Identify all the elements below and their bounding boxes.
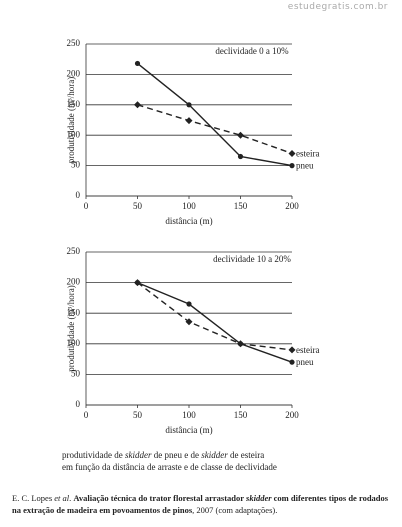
annotation-box <box>204 253 292 266</box>
charts: 0 50 100 150 200 250 0 50 100 150 200 distância (m)… <box>66 38 319 435</box>
y-tick-label: 250 <box>67 246 81 256</box>
y-tick-label: 200 <box>67 68 81 78</box>
point <box>134 60 141 67</box>
point <box>134 101 141 109</box>
y-tick-label: 200 <box>67 277 81 287</box>
y-tick-label: 150 <box>67 99 81 109</box>
series-line <box>137 282 293 351</box>
x-tick-label: 200 <box>285 410 299 420</box>
source: E. C. Lopes et al. Avaliação técnica do … <box>12 492 392 516</box>
point <box>185 117 193 125</box>
annotation-box <box>204 45 292 58</box>
caption-text: skidder <box>201 450 228 460</box>
y-tick-label: 100 <box>67 129 81 139</box>
y-tick-label: 50 <box>71 368 81 378</box>
point <box>186 301 192 307</box>
source-text: skidder <box>246 493 272 503</box>
x-tick-label: 0 <box>84 201 89 211</box>
y-tick-label: 100 <box>67 338 81 348</box>
annotation: declividade 10 a 20% <box>213 254 291 264</box>
series-label: esteira <box>296 149 319 159</box>
x-tick-label: 150 <box>234 410 248 420</box>
source-text: Avaliação técnica do trator florestal ar… <box>73 493 247 503</box>
x-axis-label: distância (m) <box>165 425 212 435</box>
caption-text: produtividade de <box>62 450 125 460</box>
y-tick-label: 0 <box>76 190 81 200</box>
watermark: estudegratis.com.br <box>287 2 388 12</box>
point <box>288 149 296 157</box>
series-label: pneu <box>296 161 314 171</box>
point <box>237 153 244 160</box>
y-axis-label: produtividade (m³/hora) <box>66 77 76 163</box>
source-text: . <box>69 493 74 503</box>
point <box>237 131 244 139</box>
x-tick-label: 100 <box>182 201 196 211</box>
x-tick-label: 0 <box>84 410 89 420</box>
source-text: et al <box>54 493 70 503</box>
y-tick-label: 150 <box>67 307 81 317</box>
x-tick-label: 200 <box>285 201 299 211</box>
point <box>289 163 295 169</box>
source-text: , 2007 (com adaptações). <box>192 505 278 515</box>
source-text: com diferentes tipos de rodados na extra… <box>12 493 389 515</box>
x-axis-label: distância (m) <box>165 216 212 226</box>
y-axis-label: produtividade (m³/hora) <box>66 285 76 371</box>
caption-text: de pneu e de <box>151 450 202 460</box>
point <box>186 102 192 108</box>
y-tick-label: 250 <box>67 38 81 48</box>
x-tick-label: 150 <box>234 201 248 211</box>
y-tick-label: 0 <box>76 399 81 409</box>
point <box>237 340 244 348</box>
point <box>134 279 141 287</box>
caption-text: em função da distância de arraste e de c… <box>62 462 277 472</box>
y-tick-label: 50 <box>71 160 81 170</box>
series-line <box>137 62 293 167</box>
point <box>289 359 295 365</box>
caption-text: skidder <box>124 450 152 460</box>
x-tick-label: 50 <box>133 201 143 211</box>
point <box>288 346 296 354</box>
series-label: pneu <box>296 357 314 367</box>
annotation: declividade 0 a 10% <box>215 46 289 56</box>
point <box>185 318 193 326</box>
x-tick-label: 100 <box>182 410 196 420</box>
caption-text: de esteira <box>227 450 265 460</box>
series-line <box>137 104 293 155</box>
caption: produtividade de skidder de pneu e de sk… <box>62 449 362 473</box>
source-text: E. C. Lopes <box>12 493 55 503</box>
series-label: esteira <box>296 345 319 355</box>
x-tick-label: 50 <box>133 410 143 420</box>
series-line <box>137 281 293 363</box>
